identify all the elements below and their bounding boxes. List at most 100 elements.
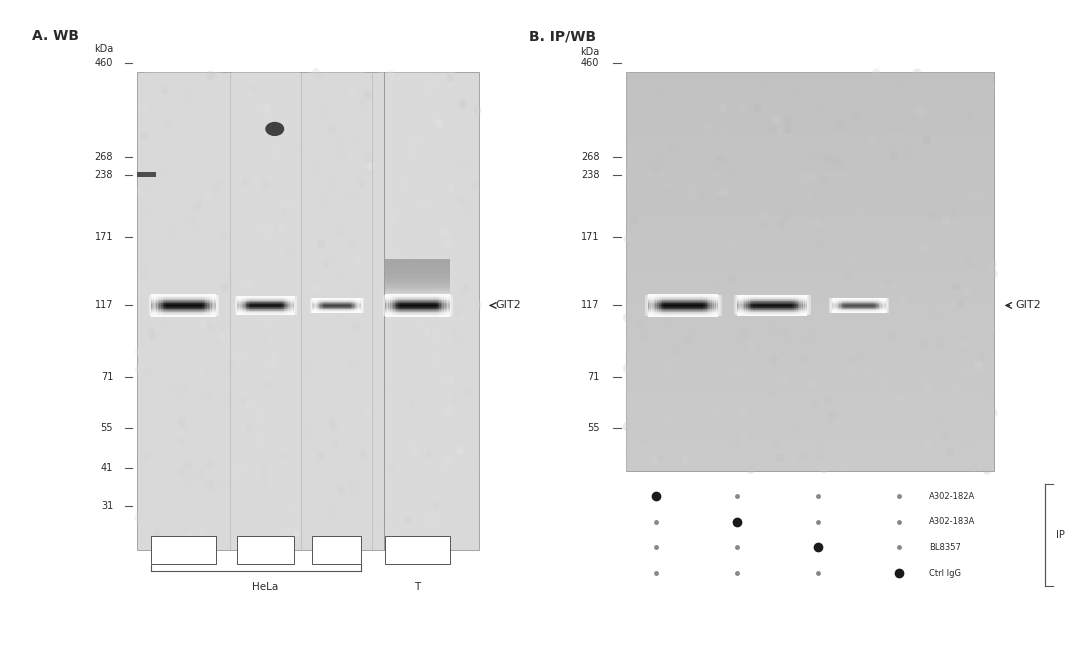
Circle shape: [271, 357, 279, 365]
Circle shape: [406, 530, 414, 539]
Bar: [648, 306, 718, 307]
Circle shape: [235, 467, 243, 476]
Circle shape: [327, 418, 335, 427]
Bar: [207, 295, 213, 316]
Circle shape: [900, 199, 908, 207]
Circle shape: [235, 201, 243, 210]
Bar: [237, 310, 294, 311]
Circle shape: [394, 222, 402, 231]
Circle shape: [895, 255, 904, 264]
Circle shape: [888, 330, 896, 339]
Bar: [151, 312, 216, 313]
Circle shape: [440, 510, 447, 520]
Bar: [626, 112, 994, 122]
Circle shape: [667, 73, 676, 83]
Circle shape: [433, 340, 441, 349]
Circle shape: [418, 346, 426, 355]
Circle shape: [819, 279, 827, 288]
Circle shape: [893, 373, 902, 382]
Bar: [834, 299, 840, 312]
Circle shape: [772, 116, 781, 125]
Circle shape: [807, 148, 815, 158]
Bar: [384, 315, 449, 316]
Circle shape: [417, 312, 424, 321]
Bar: [648, 299, 718, 301]
Bar: [379, 72, 456, 550]
Circle shape: [335, 271, 342, 279]
Circle shape: [199, 526, 206, 536]
Bar: [805, 295, 811, 315]
Bar: [737, 315, 808, 316]
Circle shape: [741, 220, 750, 229]
Bar: [312, 304, 361, 305]
Circle shape: [177, 428, 185, 437]
Circle shape: [922, 441, 931, 449]
Bar: [648, 305, 718, 306]
Bar: [237, 300, 294, 301]
Bar: [384, 280, 449, 283]
Bar: [151, 311, 216, 312]
Circle shape: [966, 258, 974, 267]
Circle shape: [836, 121, 845, 130]
Circle shape: [687, 451, 696, 460]
Circle shape: [805, 311, 813, 320]
Circle shape: [225, 108, 232, 117]
Circle shape: [745, 338, 754, 347]
Bar: [737, 297, 808, 298]
Bar: [312, 310, 361, 311]
Bar: [648, 299, 718, 300]
Circle shape: [474, 106, 482, 115]
Bar: [384, 310, 449, 311]
Circle shape: [332, 440, 339, 449]
Circle shape: [388, 262, 395, 271]
Circle shape: [421, 199, 429, 209]
Bar: [237, 305, 294, 306]
Bar: [308, 72, 365, 550]
Bar: [626, 381, 994, 391]
Circle shape: [824, 395, 833, 404]
Circle shape: [449, 328, 457, 338]
Circle shape: [443, 303, 450, 312]
Circle shape: [285, 527, 293, 536]
Circle shape: [703, 216, 712, 226]
Circle shape: [755, 421, 764, 430]
Circle shape: [652, 164, 661, 173]
Bar: [626, 281, 994, 291]
Bar: [384, 275, 449, 277]
Circle shape: [688, 453, 697, 463]
Bar: [743, 295, 750, 315]
Bar: [214, 295, 219, 316]
Circle shape: [681, 456, 690, 465]
Bar: [237, 305, 294, 307]
Bar: [648, 295, 718, 296]
Circle shape: [243, 401, 251, 410]
Bar: [151, 301, 216, 302]
Circle shape: [970, 254, 978, 263]
Circle shape: [381, 538, 389, 547]
Circle shape: [407, 367, 415, 376]
Circle shape: [656, 224, 664, 233]
Circle shape: [872, 68, 880, 77]
Bar: [312, 307, 361, 308]
Circle shape: [726, 410, 734, 420]
Bar: [737, 304, 808, 305]
Circle shape: [704, 121, 713, 130]
Circle shape: [700, 206, 708, 215]
Circle shape: [247, 279, 255, 288]
Circle shape: [919, 377, 928, 387]
Circle shape: [309, 198, 316, 207]
Circle shape: [765, 218, 773, 228]
Circle shape: [638, 320, 647, 328]
Text: 268: 268: [581, 152, 599, 162]
Circle shape: [852, 111, 861, 120]
Bar: [441, 295, 446, 316]
Circle shape: [779, 346, 787, 355]
Bar: [447, 295, 453, 316]
Circle shape: [622, 422, 631, 431]
Circle shape: [281, 207, 288, 216]
Circle shape: [360, 336, 367, 346]
Circle shape: [410, 146, 418, 156]
Circle shape: [987, 82, 996, 91]
Bar: [832, 306, 886, 307]
Circle shape: [178, 326, 186, 336]
